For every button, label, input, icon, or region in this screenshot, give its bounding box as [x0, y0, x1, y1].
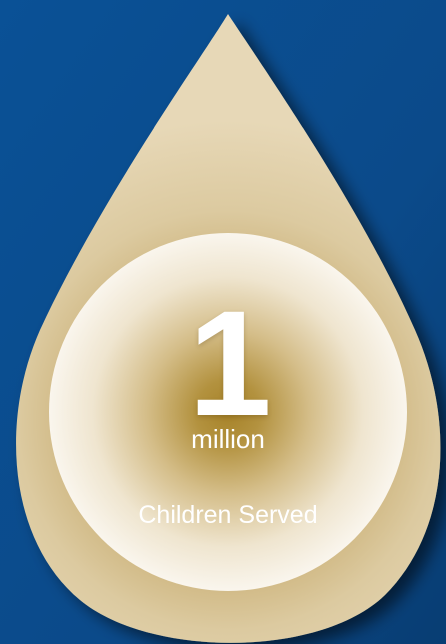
stat-circle	[49, 233, 407, 591]
stat-caption: Children Served	[138, 501, 318, 529]
stat-number: 1	[188, 279, 271, 447]
stat-unit: million	[191, 424, 265, 454]
